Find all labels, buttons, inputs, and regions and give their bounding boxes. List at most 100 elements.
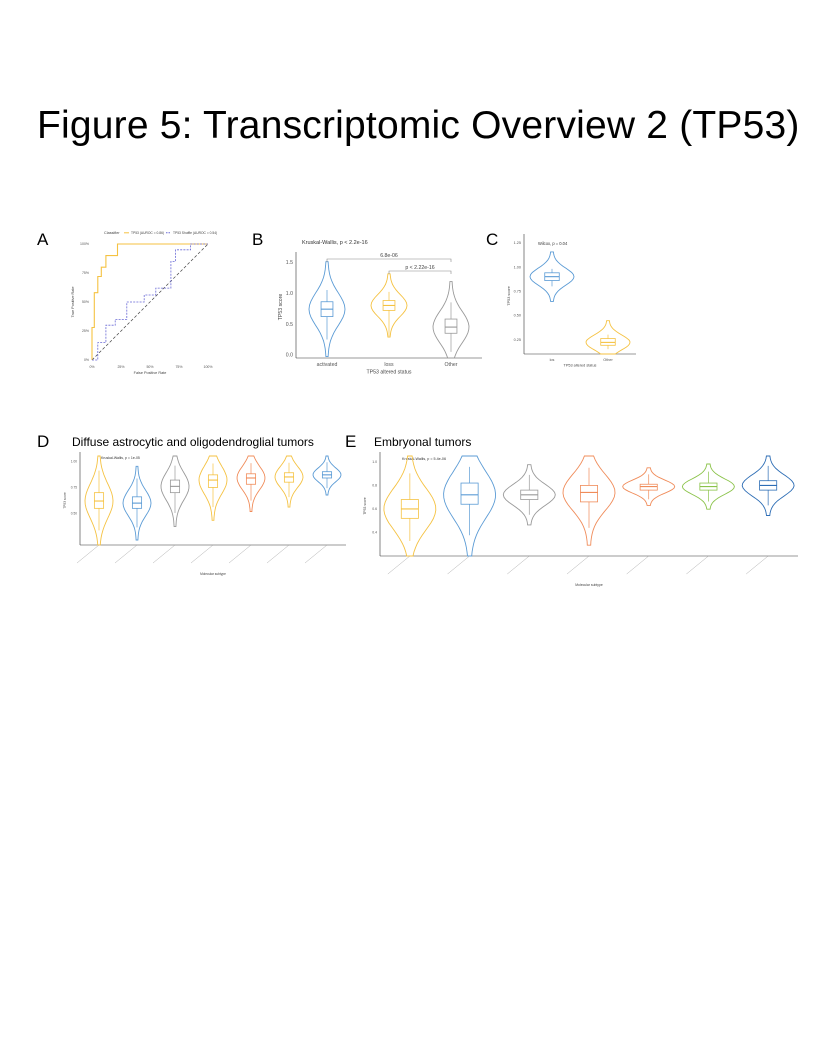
- box-iqr: [460, 482, 479, 505]
- y-tick-label: 1.00: [514, 265, 521, 269]
- x-tick-label-placeholder: [190, 544, 214, 564]
- y-axis-label: TP53 score: [278, 294, 284, 321]
- y-tick-label: 0.50: [71, 512, 77, 516]
- x-tick-label: 25%: [117, 365, 124, 369]
- x-axis-label: Molecular subtype: [575, 583, 603, 587]
- violin-shape: [370, 273, 408, 338]
- x-tick-label-placeholder: [686, 555, 709, 575]
- box-iqr: [639, 483, 658, 491]
- y-tick-label: 0.4: [372, 531, 377, 535]
- y-tick-label: 50%: [82, 300, 89, 304]
- y-tick-label: 0.75: [514, 289, 521, 293]
- violin-shape: [160, 455, 190, 528]
- panel-e-title: Embryonal tumors: [374, 435, 472, 449]
- violin-shape: [562, 455, 616, 546]
- x-tick-label-placeholder: [566, 555, 590, 575]
- figure-title: Figure 5: Transcriptomic Overview 2 (TP5…: [37, 104, 800, 147]
- y-tick-label: 1.5: [286, 260, 293, 266]
- panel-label-d: D: [37, 432, 50, 451]
- y-tick-label: 0.75: [71, 486, 77, 490]
- violin-shape: [502, 464, 556, 526]
- y-tick-label: 75%: [82, 271, 89, 275]
- violin-shape: [741, 455, 795, 516]
- box-iqr: [580, 485, 598, 503]
- x-tick-label-placeholder: [507, 555, 530, 575]
- chart-annotation: Kruskal-Wallis, p < 2.2e-16: [302, 240, 368, 246]
- y-tick-label: 1.0: [286, 291, 293, 297]
- x-tick-label-placeholder: [304, 544, 328, 564]
- y-tick-label: 100%: [80, 242, 89, 246]
- roc-series-line: [92, 243, 208, 361]
- roc-series-line: [91, 243, 208, 360]
- panel-c-chart: 0.25 0.50 0.75 1.00 1.25 TP53 score Wilcox, p …: [507, 234, 636, 368]
- violin-shape: [383, 455, 437, 557]
- y-tick-label: 1.00: [71, 459, 77, 463]
- y-tick-label: 25%: [82, 329, 89, 333]
- panel-a-chart: 0%0% 25% 25% 50% 50% 75% 75% 100% 100% False Posi…: [71, 231, 217, 375]
- x-axis-label: False Positive Rate: [134, 371, 167, 375]
- y-tick-label: 0.0: [286, 353, 293, 359]
- violin-shape: [308, 261, 346, 358]
- panel-label-b: B: [252, 230, 264, 249]
- y-tick-label: 0.5: [286, 322, 293, 328]
- violin-shape: [198, 455, 228, 521]
- violin-shape: [312, 455, 342, 496]
- violin-shape: [622, 467, 676, 506]
- comparison-p-value: p < 2.22e-16: [405, 265, 434, 271]
- x-tick-label-placeholder: [626, 555, 649, 575]
- x-tick-label-placeholder: [447, 555, 470, 575]
- legend-entry: TP53 Shuffle (AUROC = 0.54): [173, 231, 217, 235]
- x-tick-label: 0%: [89, 365, 94, 369]
- y-tick-label: 0%: [84, 358, 89, 362]
- x-axis-label: TP53 altered status: [564, 364, 597, 368]
- box-iqr: [207, 474, 219, 488]
- x-tick-label: activated: [317, 362, 338, 368]
- violin-shape: [236, 455, 266, 512]
- diagonal-reference-line: [91, 243, 209, 361]
- legend-entry: TP53 (AUROC = 0.86): [131, 231, 164, 235]
- chart-annotation: Kruskal-Wallis, p = 5.4e-06: [402, 457, 446, 461]
- y-axis-label: TP53 score: [63, 492, 67, 509]
- x-tick-label: 50%: [146, 365, 153, 369]
- x-tick-label-placeholder: [746, 555, 769, 575]
- panel-d-title: Diffuse astrocytic and oligodendroglial …: [72, 435, 314, 449]
- comparison-bracket: [388, 270, 452, 274]
- panel-b-chart: 0.0 0.5 1.0 1.5 TP53 score Kruskal-Wallis, p …: [278, 240, 482, 375]
- panel-e-chart: 0.4 0.6 0.8 1.0 TP53 score Kruskal-Wallis, p …: [363, 452, 798, 587]
- y-tick-label: 0.8: [372, 484, 377, 488]
- comparison-bracket: [326, 258, 452, 262]
- x-tick-label-placeholder: [387, 555, 410, 575]
- x-tick-label-placeholder: [228, 544, 252, 564]
- x-axis-label: Molecular subtype: [200, 572, 226, 576]
- y-tick-label: 1.25: [514, 241, 521, 245]
- x-tick-label-placeholder: [114, 544, 138, 564]
- legend-title: Classifier: [104, 231, 120, 235]
- chart-annotation: Kruskal-Wallis, p = 1e-05: [101, 456, 140, 460]
- x-tick-label: los: [550, 358, 555, 362]
- violin-shape: [681, 463, 735, 510]
- violin-shape: [585, 320, 631, 355]
- x-tick-label-placeholder: [76, 544, 100, 564]
- y-axis-label: TP53 score: [363, 497, 367, 514]
- violin-shape: [432, 281, 470, 359]
- x-tick-label-placeholder: [152, 544, 176, 564]
- panel-d-chart: 0.50 0.75 1.00 TP53 score Kruskal-Wallis, p …: [63, 452, 346, 576]
- violin-shape: [274, 455, 304, 508]
- violin-shape: [443, 455, 496, 557]
- x-tick-label: Other: [445, 362, 458, 368]
- x-axis-label: TP53 altered status: [367, 369, 412, 375]
- panel-label-e: E: [345, 432, 357, 451]
- x-tick-label: 75%: [175, 365, 182, 369]
- y-axis-label: TP53 score: [507, 286, 511, 305]
- x-tick-label: Other: [603, 358, 613, 362]
- violin-shape: [84, 455, 114, 546]
- x-tick-label: loss: [384, 362, 394, 368]
- y-axis-label: True Positive Rate: [71, 286, 75, 317]
- chart-annotation: Wilcox, p = 0.04: [538, 241, 568, 246]
- y-tick-label: 0.6: [372, 507, 377, 511]
- panel-label-c: C: [486, 230, 499, 249]
- violin-shape: [122, 465, 152, 541]
- box-iqr: [245, 473, 257, 485]
- comparison-p-value: 6.8e-06: [380, 253, 398, 259]
- y-tick-label: 0.25: [514, 338, 521, 342]
